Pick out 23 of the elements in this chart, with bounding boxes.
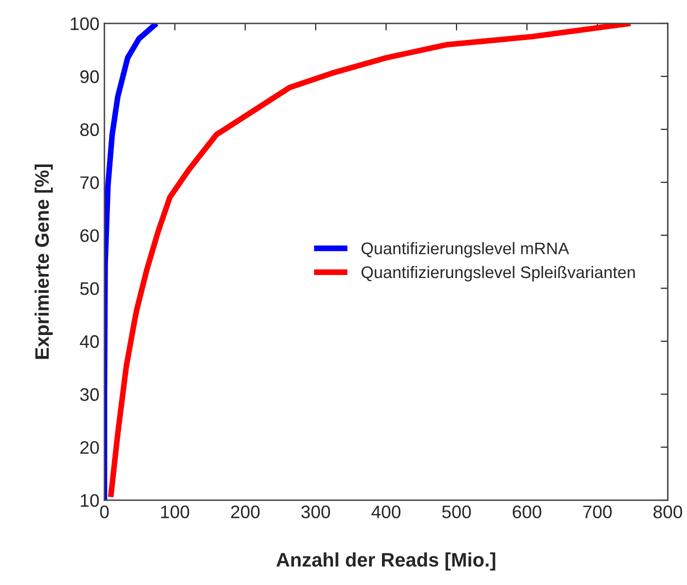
y-axis-title: Exprimierte Gene [%] xyxy=(34,164,53,359)
x-tick-label: 600 xyxy=(512,506,542,518)
legend-label: Quantifizierungslevel Spleißvarianten xyxy=(362,266,635,282)
y-tick-label: 80 xyxy=(80,123,99,136)
x-tick-label: 200 xyxy=(231,506,260,518)
y-tick-label: 30 xyxy=(80,388,99,401)
x-tick-label: 800 xyxy=(653,506,682,518)
x-tick-label: 100 xyxy=(161,506,190,518)
y-tick-label: 90 xyxy=(80,70,99,84)
x-tick-label: 700 xyxy=(583,506,612,518)
x-tick-label: 400 xyxy=(371,506,400,518)
x-tick-label: 500 xyxy=(442,506,471,518)
x-tick-label: 0 xyxy=(100,506,109,518)
legend-label: Quantifizierungslevel mRNA xyxy=(362,242,570,258)
y-tick-label: 40 xyxy=(80,335,99,348)
x-axis-title: Anzahl der Reads [Mio.] xyxy=(276,552,496,571)
y-tick-label: 10 xyxy=(80,494,99,507)
x-tick-label: 300 xyxy=(301,506,330,518)
y-tick-label: 100 xyxy=(70,17,99,30)
y-tick-label: 50 xyxy=(80,282,99,295)
y-tick-label: 20 xyxy=(80,441,99,454)
y-tick-label: 60 xyxy=(80,229,99,242)
y-tick-label: 70 xyxy=(80,176,99,190)
